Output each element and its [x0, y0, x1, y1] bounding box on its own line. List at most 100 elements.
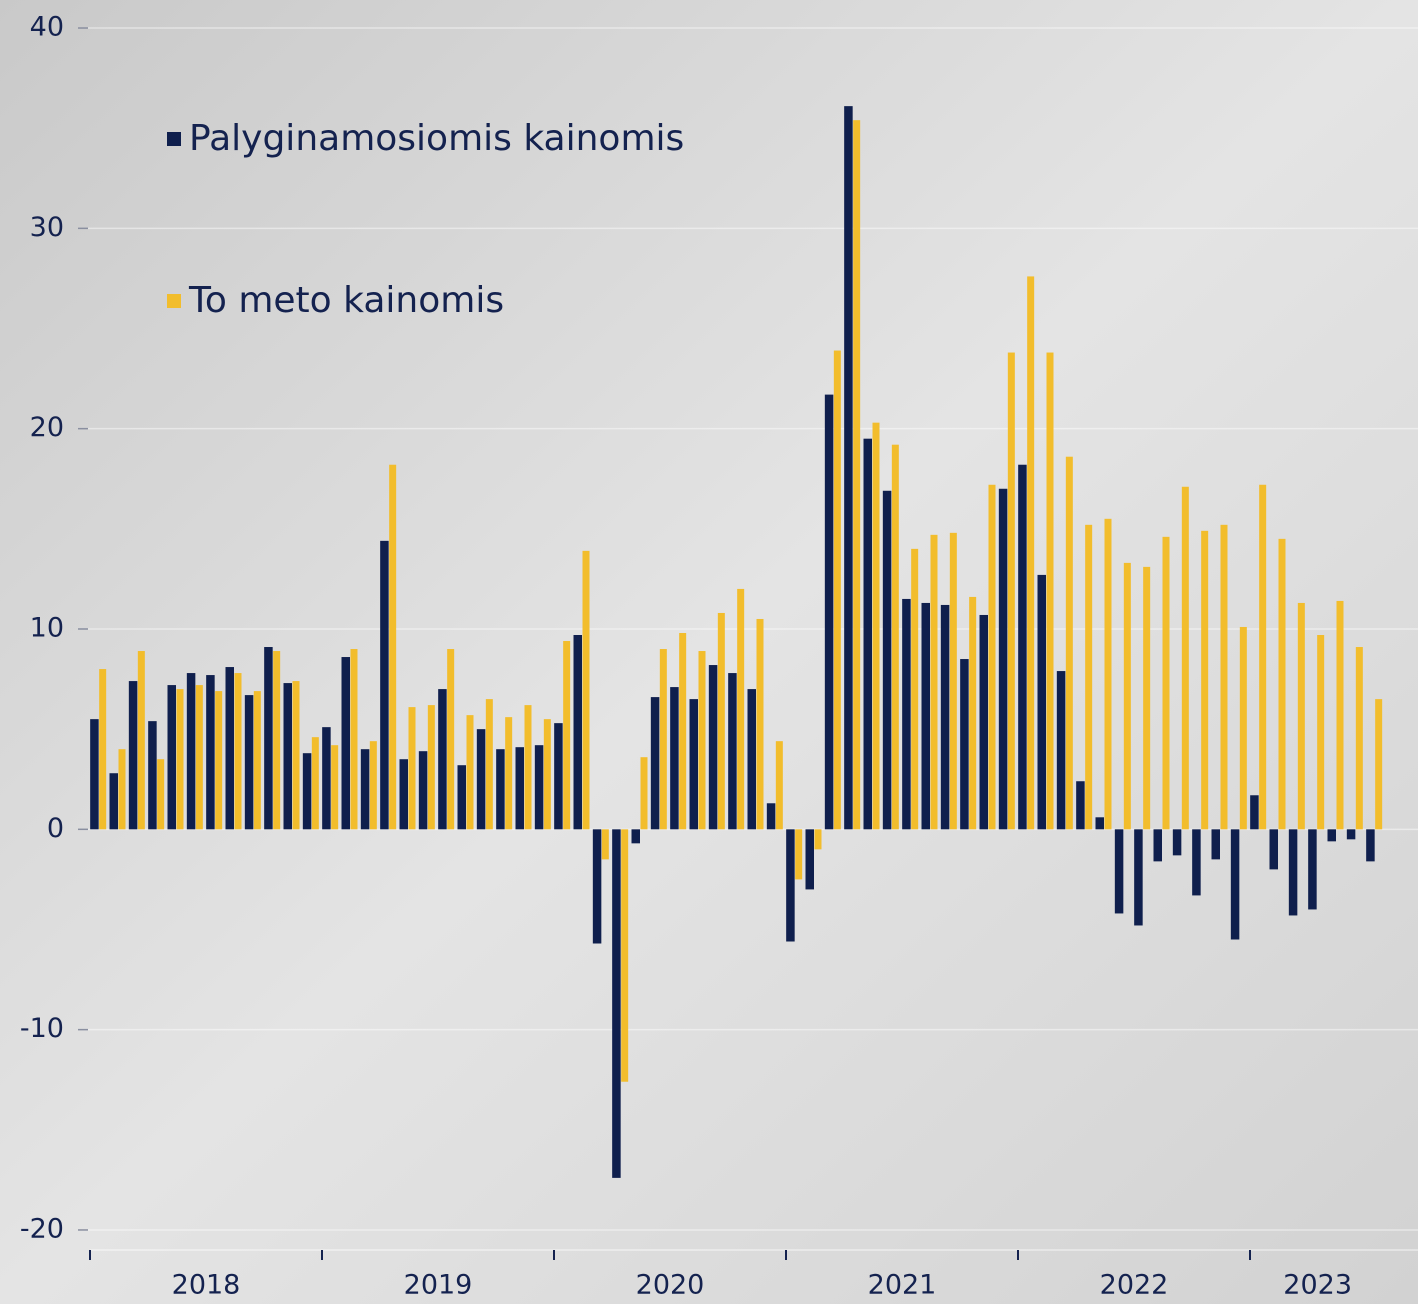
x-tick-label: 2023	[1283, 1270, 1352, 1301]
bar	[1375, 699, 1383, 830]
bar	[659, 649, 667, 830]
bar	[360, 749, 370, 830]
bar	[466, 715, 474, 830]
bar	[592, 829, 602, 944]
bar	[1211, 829, 1220, 860]
bar	[921, 602, 930, 830]
bar	[389, 464, 397, 830]
bar	[1065, 456, 1073, 830]
bar	[844, 106, 853, 830]
bar	[601, 829, 609, 860]
bar	[949, 532, 957, 830]
bar	[1346, 829, 1356, 840]
bar	[737, 588, 745, 830]
bar	[457, 765, 466, 830]
bar	[524, 705, 532, 830]
bar	[1259, 484, 1267, 830]
bar	[408, 707, 416, 830]
bar	[872, 422, 880, 830]
bar	[186, 673, 196, 830]
bar	[157, 759, 165, 830]
bar	[631, 829, 640, 844]
bar	[1366, 829, 1375, 862]
bar	[814, 829, 822, 850]
bar	[853, 120, 861, 830]
bar	[1201, 530, 1209, 830]
bar	[573, 635, 582, 830]
bar	[543, 719, 551, 830]
bar	[1056, 671, 1066, 830]
bar	[1230, 829, 1240, 940]
bar	[1085, 524, 1093, 830]
bar	[1114, 829, 1124, 914]
bar	[1037, 574, 1046, 830]
bar	[311, 737, 319, 830]
legend-swatch	[167, 132, 181, 146]
bar	[283, 683, 292, 830]
bar	[369, 741, 377, 830]
bar	[1269, 829, 1278, 870]
bar	[438, 689, 447, 830]
bar	[998, 488, 1008, 830]
bar	[1336, 600, 1344, 830]
bar	[554, 723, 563, 830]
bar	[621, 829, 629, 1082]
bar	[447, 649, 455, 830]
x-tick-label: 2019	[404, 1270, 473, 1301]
bar	[747, 689, 756, 830]
bar	[496, 749, 505, 830]
bar	[824, 394, 834, 830]
bar	[1143, 566, 1151, 830]
bar	[650, 697, 660, 830]
bar	[1297, 602, 1305, 830]
bar	[118, 749, 126, 830]
bar	[969, 596, 977, 830]
bar	[582, 550, 590, 830]
bar	[882, 490, 892, 830]
bar	[1007, 352, 1015, 830]
bar	[322, 727, 331, 830]
bar	[940, 604, 950, 830]
bar	[476, 729, 486, 830]
bar	[292, 681, 300, 830]
bar	[805, 829, 814, 890]
bar	[505, 717, 513, 830]
bar	[99, 669, 107, 830]
bar	[1355, 647, 1363, 830]
bar	[380, 540, 389, 830]
bar	[253, 691, 261, 830]
bar	[534, 745, 544, 830]
bar	[728, 673, 737, 830]
bar	[717, 612, 725, 830]
bar	[427, 705, 435, 830]
bar	[902, 598, 911, 830]
bar	[264, 647, 273, 830]
y-tick-label: 10	[30, 612, 64, 643]
bar	[1018, 464, 1027, 830]
legend-label: To meto kainomis	[188, 280, 504, 321]
y-tick-label: 0	[47, 813, 64, 844]
bar	[960, 659, 969, 830]
bar	[418, 751, 428, 830]
bar	[485, 699, 493, 830]
bar	[206, 675, 215, 830]
bar	[215, 691, 223, 830]
bar	[1220, 524, 1228, 830]
bar	[891, 444, 899, 830]
bar	[341, 657, 350, 830]
bar	[1095, 817, 1104, 830]
bar	[795, 829, 803, 880]
bar	[167, 685, 176, 830]
bar	[979, 614, 988, 830]
bar	[670, 687, 679, 830]
y-tick-label: -10	[20, 1013, 64, 1044]
bar	[911, 548, 919, 830]
bar	[244, 695, 254, 830]
bar	[176, 689, 184, 830]
legend-swatch	[167, 294, 181, 308]
x-tick-label: 2020	[636, 1270, 705, 1301]
bar	[689, 699, 698, 830]
x-tick-label: 2021	[868, 1270, 937, 1301]
bar	[1104, 518, 1112, 830]
